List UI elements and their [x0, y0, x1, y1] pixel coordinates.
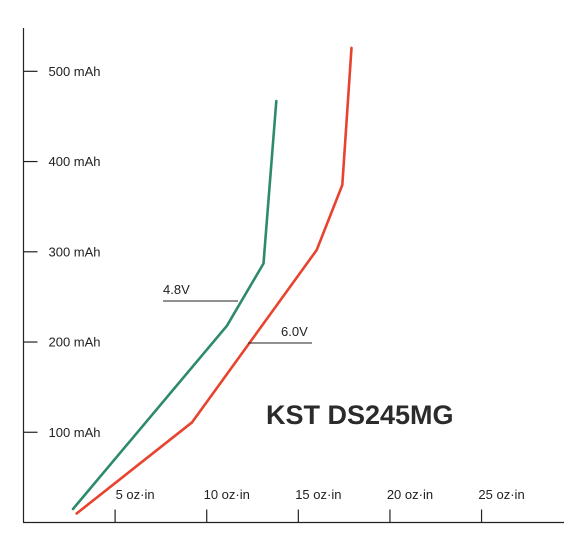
series-line-0	[71, 99, 278, 511]
series-labels: 4.8V 6.0V	[163, 282, 312, 344]
y-tick-label: 500 mAh	[49, 64, 101, 79]
series-label-4-8v: 4.8V	[163, 282, 190, 297]
y-tick-label: 200 mAh	[49, 335, 101, 350]
y-ticks: 100 mAh 200 mAh 300 mAh 400 mAh 500 mAh	[23, 64, 101, 440]
series-lines	[71, 46, 353, 515]
y-tick-label: 100 mAh	[49, 425, 101, 440]
x-ticks: 5 oz·in 10 oz·in 15 oz·in 20 oz·in 25 oz·in	[114, 487, 525, 523]
chart-title: KST DS245MG	[266, 400, 454, 430]
x-tick-label: 5 oz·in	[116, 487, 155, 502]
series-label-6-0v: 6.0V	[281, 324, 308, 339]
x-tick-label: 10 oz·in	[204, 487, 250, 502]
y-tick-label: 300 mAh	[49, 244, 101, 259]
y-tick-label: 400 mAh	[49, 154, 101, 169]
x-tick-label: 20 oz·in	[387, 487, 433, 502]
series-line-1	[75, 46, 353, 515]
x-tick-label: 15 oz·in	[295, 487, 341, 502]
x-tick-label: 25 oz·in	[478, 487, 524, 502]
